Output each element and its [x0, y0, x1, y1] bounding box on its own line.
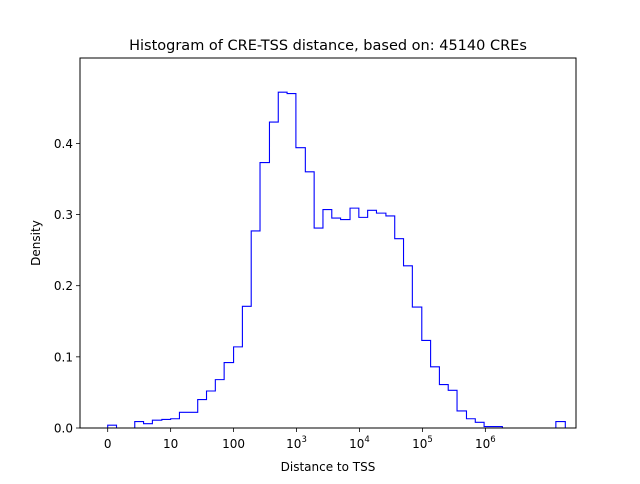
chart-title: Histogram of CRE-TSS distance, based on:… [129, 38, 527, 54]
y-tick-label: 0.2 [54, 279, 73, 293]
x-tick-label: 0 [104, 437, 112, 451]
y-tick-label: 0.3 [54, 208, 73, 222]
y-axis-ticks: 0.0 0.1 0.2 0.3 0.4 [54, 137, 80, 436]
y-tick-label: 0.4 [54, 137, 73, 151]
y-tick-label: 0.1 [54, 350, 73, 364]
x-tick-label: 100 [222, 437, 245, 451]
y-axis-label: Density [29, 220, 43, 266]
x-axis-label: Distance to TSS [281, 460, 376, 474]
axes-frame [79, 57, 577, 429]
x-tick-label: 104 [349, 435, 370, 451]
histogram-step-line [107, 91, 566, 429]
x-tick-label: 10 [163, 437, 178, 451]
x-tick-label: 105 [412, 435, 433, 451]
y-tick-label: 0.0 [54, 422, 73, 436]
x-tick-label: 103 [286, 435, 307, 451]
plot-area [79, 57, 577, 429]
x-tick-label: 106 [475, 435, 496, 451]
x-axis-ticks: 0 10 100 103 104 105 106 [104, 428, 496, 451]
